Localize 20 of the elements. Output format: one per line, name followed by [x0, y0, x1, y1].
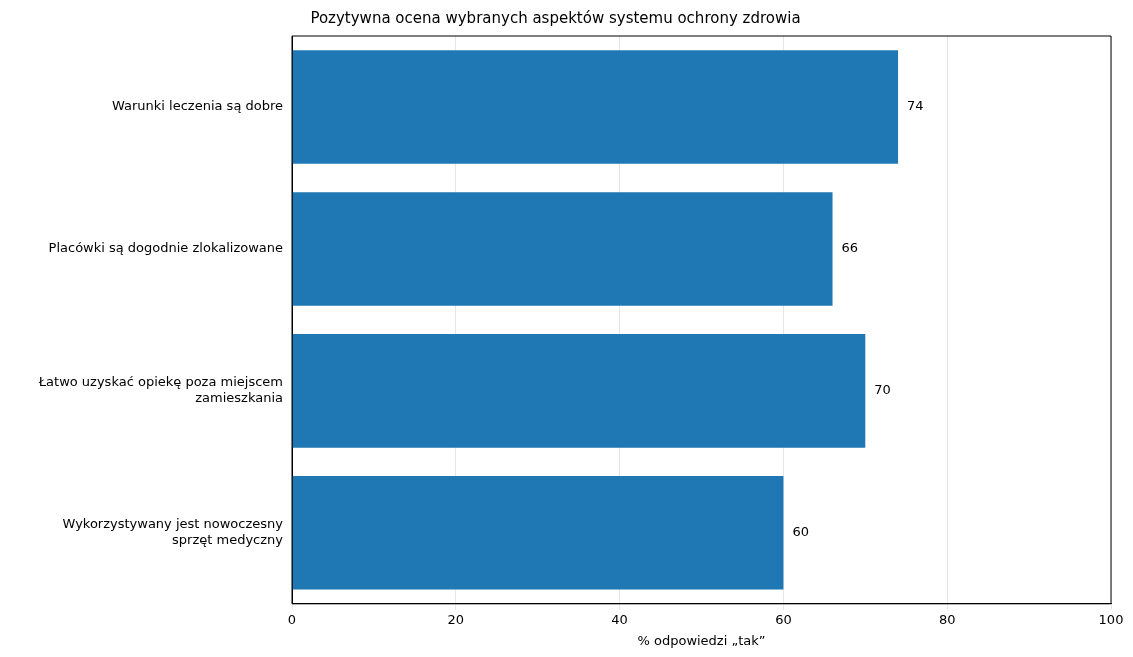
x-tick-label: 40: [611, 611, 628, 627]
y-tick-label: Placówki są dogodnie zlokalizowane: [48, 240, 283, 256]
x-tick-label: 20: [447, 611, 465, 627]
data-label: 74: [907, 98, 924, 114]
data-label: 70: [874, 382, 891, 398]
x-tick-label: 80: [938, 611, 956, 627]
y-tick-label: Warunki leczenia są dobre: [112, 98, 283, 114]
data-label: 60: [792, 524, 809, 540]
x-tick-label: 100: [1098, 611, 1124, 627]
bar: [292, 50, 899, 164]
y-tick-label: Łatwo uzyskać opiekę poza miejscem zamieszkania: [37, 374, 283, 406]
data-label: 66: [841, 240, 859, 256]
bar: [292, 334, 866, 448]
chart-title: Pozytywna ocena wybranych aspektów systemu ochrony zdrowia: [310, 8, 801, 27]
x-tick-label: 60: [775, 611, 792, 627]
bar: [292, 192, 833, 306]
y-tick-label: Wykorzystywany jest nowoczesny sprzęt medyczny: [62, 516, 284, 547]
bar: [292, 476, 784, 590]
x-axis-title: % odpowiedzi „tak”: [637, 632, 766, 648]
x-tick-label: 0: [287, 611, 297, 627]
